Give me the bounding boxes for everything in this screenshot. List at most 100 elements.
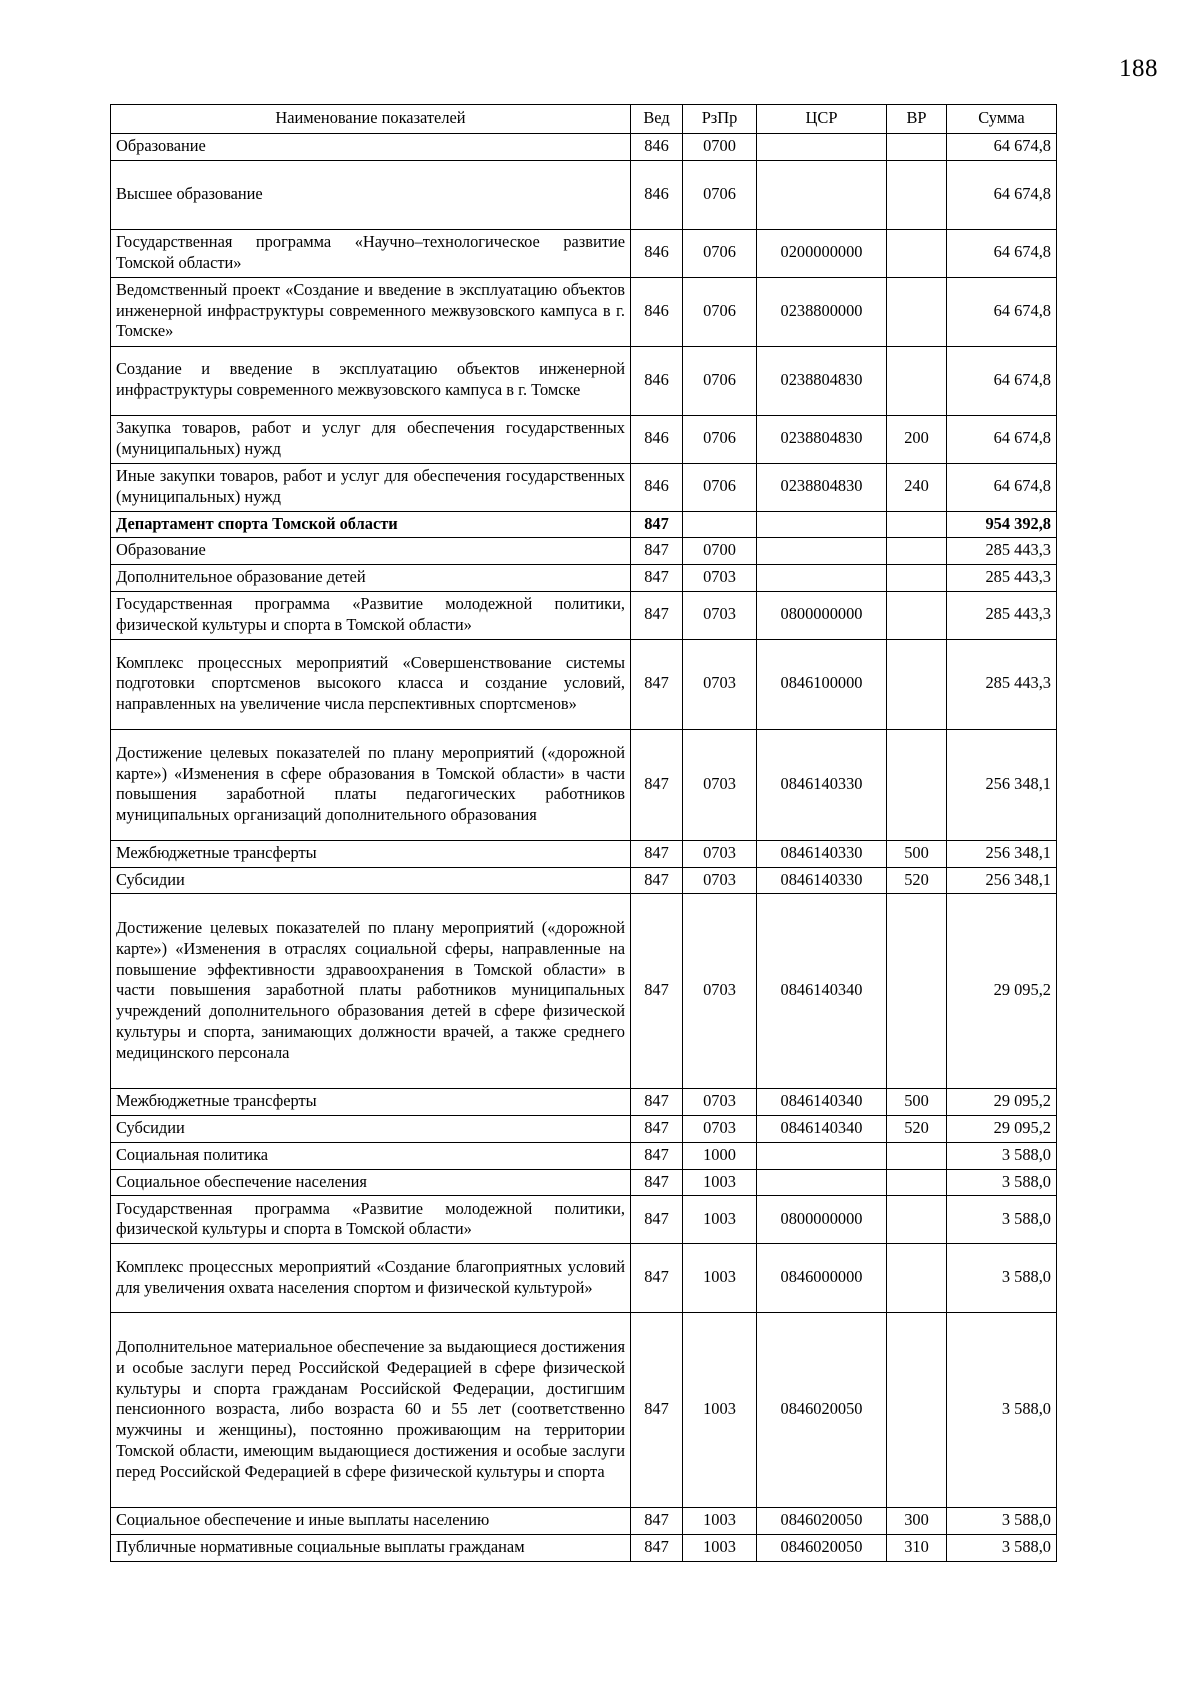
cell-csr: 0846140340: [756, 1115, 887, 1143]
cell-sum: 64 674,8: [946, 159, 1057, 230]
table-row: Государственная программа «Научно–технол…: [110, 228, 1057, 278]
cell-vr: [886, 159, 947, 230]
cell-csr: 0846140330: [756, 839, 887, 868]
cell-ved: 847: [630, 1243, 683, 1314]
cell-indicator-name: Образование: [110, 537, 631, 565]
column-header-sum: Сумма: [946, 104, 1057, 134]
cell-vr: [886, 1243, 947, 1314]
cell-indicator-name: Достижение целевых показателей по плану …: [110, 728, 631, 841]
table-row: Департамент спорта Томской области 847 954…: [110, 510, 1057, 539]
table-row: Социальное обеспечение и иные выплаты на…: [110, 1507, 1057, 1535]
cell-rzpr: 0703: [682, 893, 757, 1090]
table-row: Иные закупки товаров, работ и услуг для …: [110, 462, 1057, 512]
cell-csr: 0846140330: [756, 728, 887, 841]
cell-sum: 29 095,2: [946, 1115, 1057, 1143]
cell-sum: 285 443,3: [946, 537, 1057, 565]
cell-ved: 846: [630, 228, 683, 278]
cell-ved: 846: [630, 462, 683, 512]
cell-indicator-name: Государственная программа «Развитие моло…: [110, 590, 631, 640]
cell-csr: 0846100000: [756, 638, 887, 730]
cell-vr: 500: [886, 839, 947, 868]
cell-rzpr: 0706: [682, 345, 757, 416]
cell-vr: 310: [886, 1534, 947, 1562]
cell-vr: [886, 228, 947, 278]
column-header-name: Наименование показателей: [110, 104, 631, 134]
cell-indicator-name: Дополнительное материальное обеспечение …: [110, 1312, 631, 1509]
cell-csr: [756, 159, 887, 230]
table-row: Закупка товаров, работ и услуг для обесп…: [110, 414, 1057, 464]
cell-ved: 846: [630, 276, 683, 347]
cell-sum: 256 348,1: [946, 866, 1057, 895]
cell-vr: [886, 893, 947, 1090]
cell-sum: 3 588,0: [946, 1312, 1057, 1509]
cell-indicator-name: Образование: [110, 132, 631, 161]
cell-ved: 847: [630, 1141, 683, 1170]
cell-vr: [886, 510, 947, 539]
cell-csr: [756, 132, 887, 161]
cell-indicator-name: Субсидии: [110, 866, 631, 895]
table-row: Межбюджетные трансферты 847 0703 0846140330…: [110, 839, 1057, 868]
cell-indicator-name: Департамент спорта Томской области: [110, 510, 631, 539]
cell-sum: 954 392,8: [946, 510, 1057, 539]
cell-ved: 847: [630, 728, 683, 841]
cell-ved: 847: [630, 1312, 683, 1509]
cell-indicator-name: Государственная программа «Развитие моло…: [110, 1195, 631, 1245]
cell-rzpr: 1003: [682, 1312, 757, 1509]
table-row: Высшее образование 846 0706 64 674,8: [110, 159, 1057, 230]
cell-sum: 64 674,8: [946, 276, 1057, 347]
cell-indicator-name: Социальная политика: [110, 1141, 631, 1170]
cell-csr: 0846020050: [756, 1312, 887, 1509]
cell-vr: [886, 1312, 947, 1509]
cell-indicator-name: Создание и введение в эксплуатацию объек…: [110, 345, 631, 416]
table-row: Дополнительное образование детей 847 0703 2…: [110, 564, 1057, 592]
cell-ved: 847: [630, 1115, 683, 1143]
table-row: Субсидии 847 0703 0846140330 520 256 348,1: [110, 866, 1057, 895]
cell-indicator-name: Ведомственный проект «Создание и введени…: [110, 276, 631, 347]
table-row: Образование 846 0700 64 674,8: [110, 132, 1057, 161]
column-header-rzpr: РзПр: [682, 104, 757, 134]
cell-sum: 64 674,8: [946, 228, 1057, 278]
cell-vr: [886, 345, 947, 416]
cell-ved: 846: [630, 159, 683, 230]
table-row: Достижение целевых показателей по плану …: [110, 893, 1057, 1090]
table-row: Публичные нормативные социальные выплаты…: [110, 1534, 1057, 1562]
cell-ved: 847: [630, 564, 683, 592]
cell-ved: 847: [630, 839, 683, 868]
cell-csr: [756, 1168, 887, 1197]
cell-indicator-name: Межбюджетные трансферты: [110, 839, 631, 868]
cell-csr: 0238804830: [756, 345, 887, 416]
cell-rzpr: 0706: [682, 414, 757, 464]
cell-ved: 847: [630, 893, 683, 1090]
cell-rzpr: 0700: [682, 132, 757, 161]
cell-sum: 3 588,0: [946, 1141, 1057, 1170]
cell-ved: 847: [630, 866, 683, 895]
cell-vr: 240: [886, 462, 947, 512]
table-row: Комплекс процессных мероприятий «Создани…: [110, 1243, 1057, 1314]
table-row: Комплекс процессных мероприятий «Соверше…: [110, 638, 1057, 730]
cell-sum: 256 348,1: [946, 839, 1057, 868]
table-row: Социальная политика 847 1000 3 588,0: [110, 1141, 1057, 1170]
cell-rzpr: 1003: [682, 1507, 757, 1535]
cell-vr: [886, 1195, 947, 1245]
cell-sum: 3 588,0: [946, 1534, 1057, 1562]
cell-ved: 847: [630, 537, 683, 565]
cell-ved: 847: [630, 1534, 683, 1562]
cell-rzpr: 0703: [682, 728, 757, 841]
budget-table: Наименование показателей Вед РзПр ЦСР ВР…: [110, 104, 1057, 1562]
table-row: Образование 847 0700 285 443,3: [110, 537, 1057, 565]
cell-sum: 64 674,8: [946, 345, 1057, 416]
table-row: Дополнительное материальное обеспечение …: [110, 1312, 1057, 1509]
cell-indicator-name: Государственная программа «Научно–технол…: [110, 228, 631, 278]
cell-indicator-name: Субсидии: [110, 1115, 631, 1143]
cell-csr: 0238800000: [756, 276, 887, 347]
table-row: Создание и введение в эксплуатацию объек…: [110, 345, 1057, 416]
cell-indicator-name: Иные закупки товаров, работ и услуг для …: [110, 462, 631, 512]
cell-csr: [756, 1141, 887, 1170]
cell-csr: 0846020050: [756, 1507, 887, 1535]
column-header-csr: ЦСР: [756, 104, 887, 134]
cell-sum: 285 443,3: [946, 590, 1057, 640]
column-header-ved: Вед: [630, 104, 683, 134]
cell-rzpr: 1000: [682, 1141, 757, 1170]
table-row: Субсидии 847 0703 0846140340 520 29 095,2: [110, 1115, 1057, 1143]
